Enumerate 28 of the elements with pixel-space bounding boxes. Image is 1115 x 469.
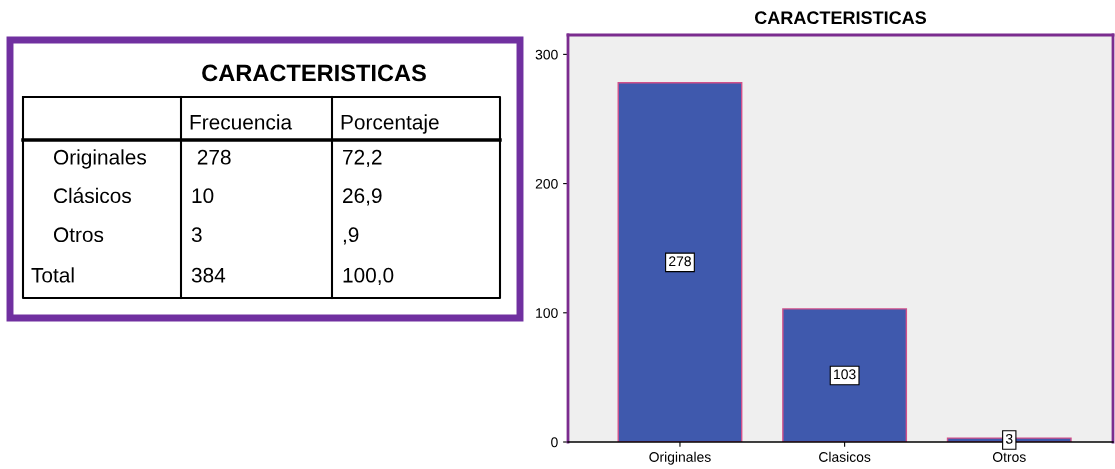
text: ,9 <box>343 227 359 245</box>
y-tick-label: 0 <box>551 437 558 448</box>
text: 72,2 <box>343 149 382 168</box>
text: 100,0 <box>343 267 394 286</box>
text: CARACTERISTICAS <box>202 64 426 82</box>
y-tick-label: 200 <box>535 178 558 189</box>
text: 278 <box>197 149 231 165</box>
data-label: 103 <box>834 369 856 380</box>
data-label: 278 <box>669 256 691 267</box>
category-label: Originales <box>53 149 147 169</box>
text: 26,9 <box>343 188 382 206</box>
category-label: Frecuencia <box>190 114 293 130</box>
text: 3 <box>191 227 202 243</box>
category-label: Total <box>31 267 74 283</box>
y-tick-label: 100 <box>536 308 558 318</box>
category-label: Clásicos <box>54 187 131 204</box>
x-tick-label: Originales <box>649 451 711 465</box>
category-label: Porcentaje <box>341 114 439 134</box>
y-tick-label: 300 <box>535 49 558 60</box>
bar <box>782 308 908 442</box>
data-label: 3 <box>1005 433 1013 444</box>
category-label: Otros <box>53 227 104 243</box>
x-tick-label: Otros <box>992 452 1026 462</box>
x-tick-label: Clasicos <box>819 451 871 462</box>
text: 384 <box>191 267 226 283</box>
text: 10 <box>192 188 214 204</box>
bar <box>617 82 743 442</box>
chart-title: CARACTERISTICAS <box>754 11 927 25</box>
